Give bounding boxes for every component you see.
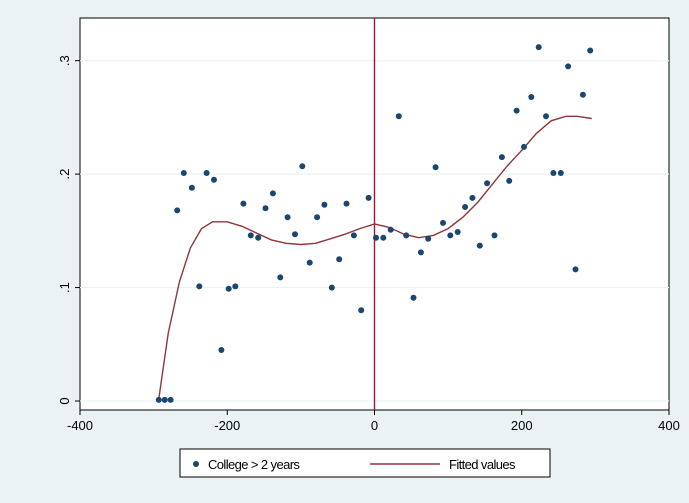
scatter-point-3 (174, 207, 181, 214)
scatter-point-30 (373, 234, 379, 241)
scatter-point-33 (395, 113, 402, 120)
scatter-point-24 (328, 284, 335, 291)
scatter-point-36 (417, 249, 424, 256)
legend-label-fitted: Fitted values (449, 457, 516, 472)
scatter-point-41 (454, 229, 461, 235)
scatter-point-11 (232, 283, 239, 290)
legend-label-college: College > 2 years (208, 457, 300, 472)
scatter-point-25 (336, 256, 343, 263)
scatter-point-34 (403, 232, 410, 239)
scatter-point-43 (469, 194, 476, 201)
x-axis: -400 -200 0 200 400 (67, 410, 680, 433)
scatter-point-56 (565, 63, 572, 70)
fitted-line-group (158, 115, 592, 399)
legend-marker-college (193, 461, 199, 467)
scatter-point-54 (550, 170, 557, 176)
scatter-point-0 (155, 396, 162, 403)
scatter-point-4 (180, 170, 187, 176)
scatter-point-10 (225, 285, 232, 292)
scatter-point-17 (277, 274, 284, 281)
y-tick-label-3: .3 (57, 55, 72, 66)
scatter-point-14 (255, 234, 262, 241)
scatter-point-21 (306, 259, 313, 266)
legend: College > 2 years Fitted values (179, 448, 551, 478)
scatter-point-32 (387, 226, 394, 233)
x-tick-label-3: 200 (511, 418, 533, 433)
scatter-point-23 (321, 201, 328, 208)
scatter-point-6 (196, 283, 203, 290)
scatter-point-42 (462, 204, 469, 210)
scatter-point-28 (358, 307, 365, 314)
scatter-point-47 (498, 154, 505, 161)
scatter-point-31 (380, 234, 387, 241)
scatter-point-27 (350, 232, 357, 239)
scatter-point-22 (314, 214, 321, 221)
scatter-point-57 (572, 266, 579, 273)
scatter-point-12 (240, 200, 247, 207)
scatter-point-55 (557, 170, 564, 176)
scatter-point-46 (491, 232, 498, 239)
scatter-point-51 (528, 94, 535, 100)
scatter-point-53 (543, 113, 549, 120)
x-tick-label-0: -400 (67, 418, 93, 433)
scatter-point-16 (269, 190, 276, 197)
scatter-point-52 (535, 44, 542, 51)
x-tick-label-4: 400 (658, 418, 680, 433)
scatter-point-18 (284, 214, 291, 221)
fitted-values-line (158, 115, 592, 399)
scatter-point-26 (343, 200, 350, 207)
scatter-point-39 (440, 219, 446, 226)
scatter-point-1 (161, 396, 168, 403)
scatter-point-8 (211, 176, 217, 183)
scatter-points (155, 44, 594, 403)
legend-box (179, 448, 551, 478)
scatter-point-2 (167, 396, 174, 403)
y-tick-label-2: .2 (57, 169, 72, 180)
scatter-point-29 (365, 194, 372, 201)
scatter-point-48 (506, 177, 513, 184)
scatter-point-7 (203, 170, 210, 176)
scatter-point-19 (292, 231, 298, 238)
scatter-point-45 (484, 180, 491, 187)
scatter-point-9 (218, 347, 225, 353)
scatter-point-49 (513, 107, 520, 114)
scatter-point-38 (432, 164, 439, 171)
scatter-point-35 (410, 294, 417, 301)
y-tick-label-0: 0 (57, 397, 72, 404)
scatter-point-44 (476, 242, 483, 249)
scatter-point-5 (188, 184, 195, 191)
x-tick-label-1: -200 (214, 418, 240, 433)
x-tick-label-2: 0 (371, 418, 378, 433)
scatter-point-40 (447, 232, 454, 239)
scatter-point-50 (521, 143, 527, 150)
scatter-point-59 (587, 47, 594, 54)
scatter-point-58 (579, 91, 586, 98)
scatter-point-13 (247, 232, 254, 239)
y-tick-label-1: .1 (57, 282, 72, 293)
scatter-point-15 (262, 205, 269, 212)
scatter-point-20 (299, 163, 306, 170)
scatter-point-37 (425, 235, 432, 242)
y-axis: 0 .1 .2 .3 (57, 55, 80, 405)
